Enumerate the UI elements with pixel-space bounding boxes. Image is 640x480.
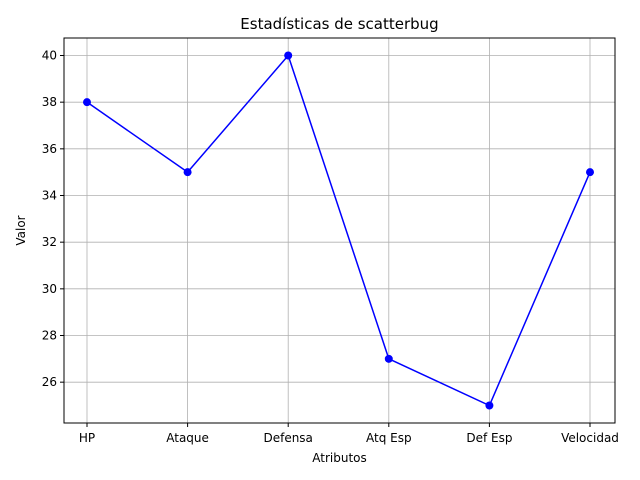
data-point (384, 354, 393, 363)
data-point (586, 168, 594, 177)
x-tick-label: Velocidad (561, 431, 619, 445)
x-tick-label: HP (79, 431, 95, 445)
data-point (183, 168, 192, 177)
x-tick-label: Defensa (263, 431, 312, 445)
series-layer (83, 51, 594, 410)
y-tick-label: 36 (42, 142, 57, 156)
data-point (284, 51, 293, 60)
y-tick-label: 26 (42, 375, 57, 389)
y-tick-label: 34 (42, 189, 57, 203)
plot-area-frame (63, 37, 616, 424)
series-line (86, 54, 591, 407)
y-tick-label: 30 (42, 282, 57, 296)
data-point (485, 401, 494, 410)
chart-title: Estadísticas de scatterbug (240, 15, 438, 33)
data-point (83, 98, 91, 107)
x-axis-label: Atributos (312, 451, 367, 465)
grid-lines (64, 38, 615, 423)
y-axis-label: Valor (14, 215, 28, 245)
x-tick-label: Ataque (166, 431, 209, 445)
y-tick-label: 32 (42, 235, 57, 249)
axis-ticks: HP Ataque Defensa Atq Esp Def Esp Velocidad 26… (42, 49, 619, 446)
y-tick-label: 40 (42, 49, 57, 63)
y-tick-label: 28 (42, 329, 57, 343)
x-tick-label: Def Esp (466, 431, 512, 445)
x-tick-label: Atq Esp (366, 431, 412, 445)
y-tick-label: 38 (42, 95, 57, 109)
